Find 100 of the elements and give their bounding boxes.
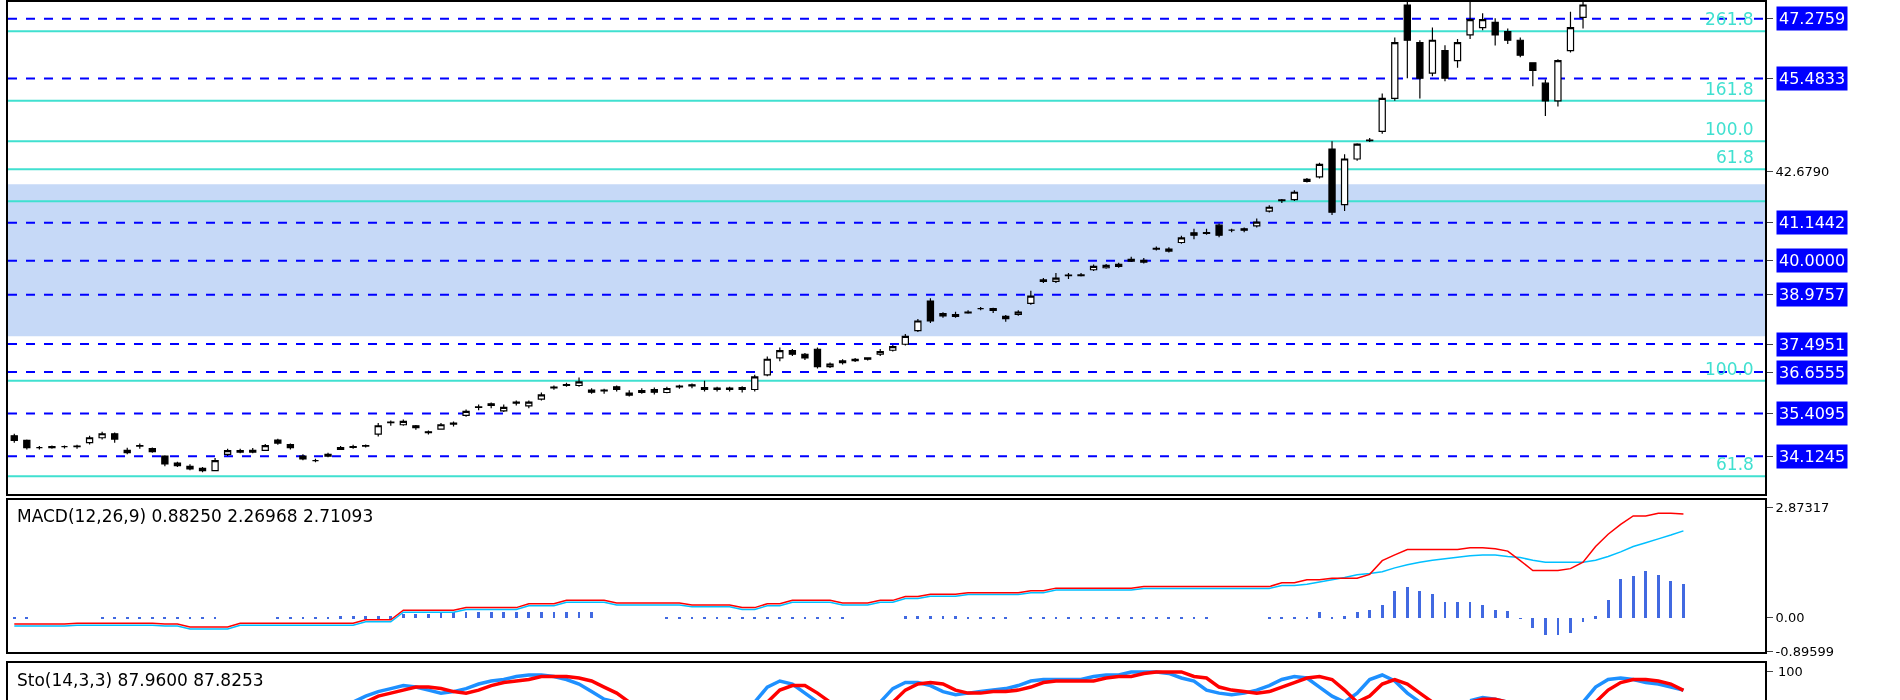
bar [929, 615, 932, 619]
candlestick [1064, 272, 1073, 280]
candlestick [964, 309, 972, 315]
bar [1607, 599, 1610, 618]
bar [766, 616, 769, 619]
bar [314, 616, 317, 619]
bar [1180, 616, 1183, 619]
candlestick [901, 333, 909, 347]
bar [703, 616, 706, 619]
bar [967, 616, 969, 619]
candlestick [1052, 272, 1060, 284]
bar [1117, 616, 1120, 619]
candlestick [838, 358, 847, 366]
candlestick [1428, 27, 1437, 77]
y-tick-label: 40.0000 [1779, 251, 1846, 270]
y-tick-label: 38.9757 [1779, 285, 1846, 304]
candlestick [223, 448, 232, 457]
candlestick [299, 453, 307, 461]
candlestick [688, 382, 696, 389]
bar [515, 611, 518, 618]
bar [1444, 601, 1446, 618]
bar [1569, 617, 1572, 633]
candlestick [663, 386, 671, 394]
candlestick [362, 443, 370, 448]
candlestick [1391, 36, 1399, 102]
bar [1130, 616, 1133, 619]
bar [364, 615, 367, 619]
candlestick [537, 391, 546, 402]
bar [1393, 590, 1396, 618]
bar [1594, 615, 1597, 619]
bar [1167, 616, 1170, 619]
bar [1506, 610, 1509, 618]
candlestick [324, 452, 332, 458]
bar [1080, 616, 1082, 619]
line-series [13, 530, 1685, 630]
candlestick [449, 420, 458, 428]
bar [1481, 604, 1484, 618]
bar [1205, 616, 1208, 619]
candlestick [1554, 58, 1562, 108]
bar [1619, 578, 1622, 618]
bar [1356, 611, 1359, 618]
candlestick [111, 431, 119, 444]
candlestick [374, 422, 382, 437]
y-tick-label: 0.00 [1775, 610, 1805, 626]
candlestick [161, 454, 169, 467]
candlestick [989, 307, 997, 314]
bar [126, 616, 129, 619]
bar [1331, 616, 1333, 619]
candlestick [35, 445, 44, 450]
candlestick [60, 444, 69, 449]
bar [1494, 609, 1497, 618]
bar [1268, 616, 1271, 619]
bar [402, 613, 405, 618]
candlestick [926, 297, 935, 324]
candlestick [1140, 257, 1148, 265]
bar [527, 611, 530, 618]
candlestick [1541, 78, 1550, 117]
bar [1544, 617, 1547, 635]
bar [816, 616, 819, 619]
candlestick [1328, 140, 1336, 216]
bar [477, 611, 480, 618]
candlestick [173, 461, 182, 468]
bar [502, 611, 505, 618]
bar [1306, 616, 1308, 619]
bar [189, 616, 191, 619]
bar [1368, 609, 1371, 618]
candlestick [951, 311, 960, 319]
candlestick [1441, 44, 1449, 82]
y-tick-label: 47.2759 [1779, 9, 1846, 28]
candlestick [788, 348, 797, 357]
candlestick [776, 346, 784, 362]
bar [553, 611, 555, 618]
candlestick [412, 424, 420, 431]
bar [1280, 616, 1283, 619]
candlestick [1215, 222, 1223, 238]
candlestick [763, 355, 771, 377]
bar [1042, 616, 1045, 619]
candlestick [864, 356, 872, 362]
candlestick [1504, 28, 1512, 45]
bar [13, 616, 16, 619]
bar [176, 616, 179, 619]
candlestick [638, 387, 646, 395]
bar [1657, 574, 1660, 618]
candlestick [1240, 226, 1248, 233]
candlestick [1039, 277, 1048, 284]
candlestick [876, 348, 884, 357]
candlestick [1416, 39, 1424, 100]
y-tick-label: 42.6790 [1775, 164, 1830, 180]
bar [791, 616, 794, 619]
candlestick [613, 384, 621, 393]
bar [377, 615, 380, 619]
annotation: 161.8 [1705, 79, 1754, 99]
candlestick [914, 318, 922, 333]
bar [465, 611, 467, 618]
candlestick [713, 386, 721, 393]
y-tick-label: 45.4833 [1779, 69, 1846, 88]
candlestick [1027, 290, 1035, 306]
bar [1105, 616, 1108, 619]
candlestick [437, 422, 445, 431]
candlestick [1278, 198, 1286, 204]
